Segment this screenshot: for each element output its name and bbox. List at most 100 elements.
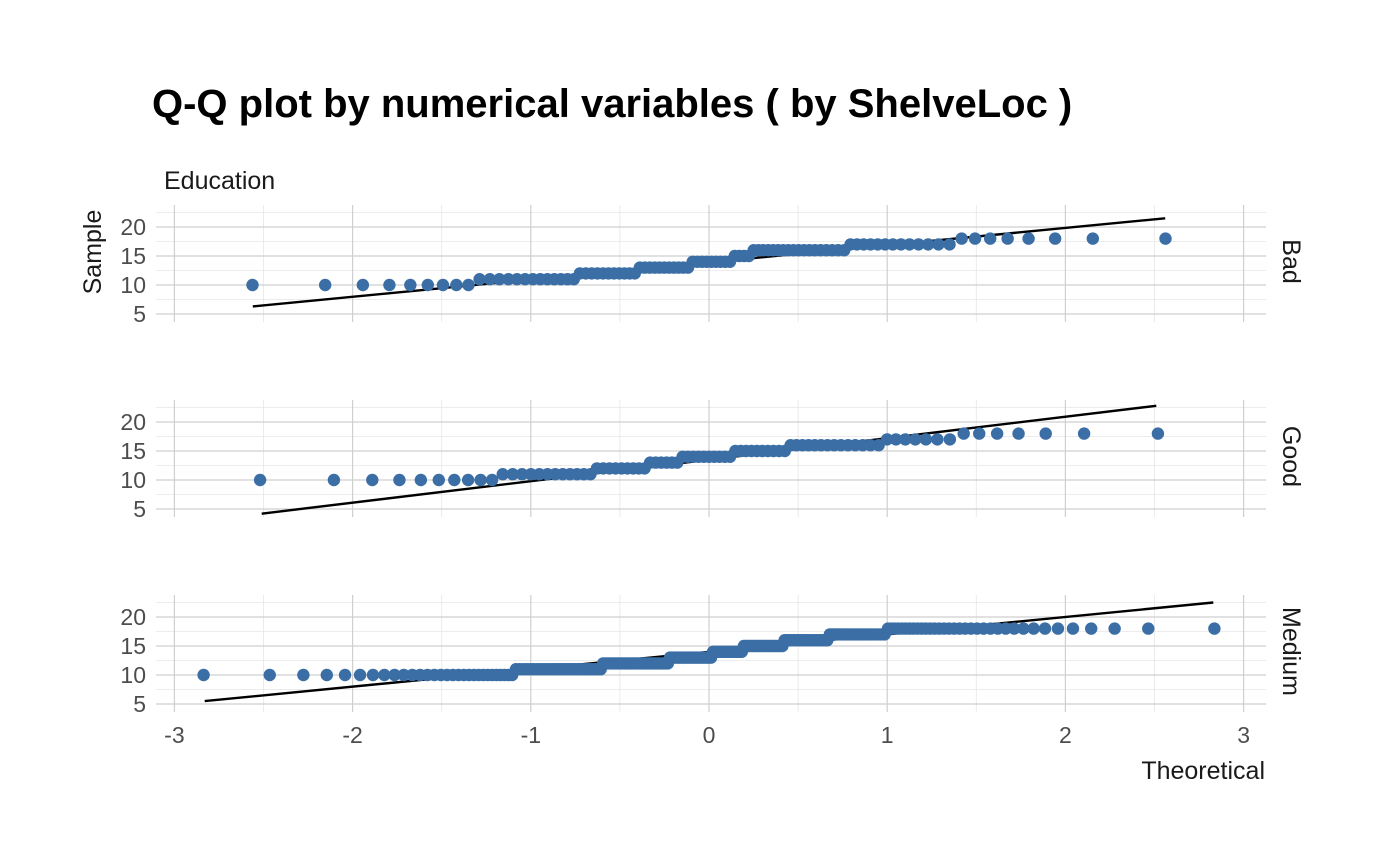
- qq-point: [1208, 622, 1221, 635]
- x-tick-label: -1: [521, 722, 541, 748]
- qq-point: [1077, 427, 1091, 440]
- x-tick-label: 0: [703, 722, 716, 748]
- facet-panel-bad: 5 10 15 20 Bad: [120, 205, 1305, 327]
- qq-point: [1001, 232, 1014, 245]
- qq-point: [246, 278, 259, 292]
- x-tick-label: 2: [1059, 722, 1072, 748]
- qq-point: [483, 273, 497, 286]
- qq-point: [493, 273, 506, 286]
- qq-point: [338, 668, 352, 682]
- qq-point: [436, 278, 450, 292]
- qq-point: [353, 668, 367, 682]
- qq-point: [943, 433, 957, 446]
- qq-point: [894, 238, 908, 251]
- qq-point: [327, 473, 341, 487]
- y-tick-label: 20: [120, 214, 146, 240]
- qq-point: [320, 668, 333, 682]
- qq-point: [880, 433, 894, 446]
- chart-subtitle: Education: [164, 167, 275, 195]
- x-axis-title: Theoretical: [1141, 757, 1265, 785]
- y-tick-label: 5: [133, 301, 146, 327]
- x-tick-label: 1: [881, 722, 894, 748]
- facet-panel-good: 5 10 15 20 Good: [120, 400, 1305, 522]
- qq-point: [461, 473, 475, 487]
- y-tick-label: 20: [120, 409, 146, 435]
- y-tick-label: 10: [120, 467, 146, 493]
- qq-point: [943, 238, 956, 251]
- qq-point: [921, 238, 935, 251]
- qq-point: [957, 427, 970, 440]
- qq-point: [932, 238, 945, 251]
- qq-point: [366, 473, 379, 487]
- qq-point: [1151, 427, 1165, 440]
- qq-point: [448, 473, 461, 487]
- qq-point: [318, 278, 332, 292]
- qq-point: [1027, 622, 1040, 635]
- qq-point: [397, 668, 410, 682]
- facet-strip-label: Medium: [1277, 607, 1305, 696]
- qq-point: [506, 468, 519, 481]
- qq-point: [1051, 622, 1065, 635]
- qq-point: [955, 232, 968, 245]
- qq-point: [378, 668, 391, 682]
- qq-point: [990, 427, 1004, 440]
- qq-point: [388, 668, 401, 682]
- qq-point: [931, 433, 944, 446]
- facet-strip-label: Bad: [1277, 239, 1305, 283]
- qq-point: [263, 668, 276, 682]
- qq-point: [968, 232, 982, 245]
- qq-point: [462, 278, 475, 292]
- qq-point: [297, 668, 310, 682]
- qq-point: [919, 433, 933, 446]
- y-tick-label: 10: [120, 272, 146, 298]
- qq-point: [912, 238, 925, 251]
- y-tick-label: 15: [120, 438, 146, 464]
- qq-point: [1048, 232, 1062, 245]
- qq-point: [1038, 622, 1052, 635]
- qq-point: [1017, 622, 1030, 635]
- y-tick-label: 20: [120, 604, 146, 630]
- y-tick-label: 15: [120, 633, 146, 659]
- qq-point: [899, 433, 912, 446]
- qq-point: [393, 473, 406, 487]
- qq-point: [496, 468, 509, 481]
- qq-point: [1086, 232, 1100, 245]
- qq-point: [1085, 622, 1098, 635]
- qq-point: [515, 468, 529, 481]
- qq-point: [999, 622, 1012, 635]
- qq-point: [973, 427, 986, 440]
- qq-point: [366, 668, 380, 682]
- qq-point: [404, 278, 417, 292]
- qq-point: [1022, 232, 1035, 245]
- qq-point: [356, 278, 370, 292]
- qq-point: [421, 278, 435, 292]
- y-tick-label: 10: [120, 662, 146, 688]
- x-tick-label: -2: [342, 722, 362, 748]
- qq-point: [903, 238, 916, 251]
- facet-strip-label: Good: [1277, 426, 1305, 487]
- y-axis-title: Sample: [79, 210, 107, 295]
- qq-point: [432, 473, 445, 487]
- facet-panel-medium: 5 10 15 20 Medium: [120, 595, 1305, 717]
- qq-point: [1159, 232, 1172, 245]
- qq-point: [450, 278, 463, 292]
- qq-point: [474, 473, 487, 487]
- qq-point: [1066, 622, 1080, 635]
- qq-point: [502, 273, 515, 286]
- qq-point: [253, 473, 267, 487]
- qq-point: [485, 473, 499, 487]
- chart-title: Q-Q plot by numerical variables ( by She…: [152, 82, 1072, 126]
- qq-point: [1142, 622, 1155, 635]
- qq-point: [414, 473, 428, 487]
- qq-point: [473, 273, 486, 286]
- qq-point: [983, 232, 997, 245]
- y-tick-label: 5: [133, 691, 146, 717]
- qq-point: [1108, 622, 1121, 635]
- qq-point: [909, 433, 922, 446]
- qq-point: [383, 278, 396, 292]
- x-tick-label: 3: [1237, 722, 1250, 748]
- qq-point: [889, 433, 903, 446]
- x-tick-label: -3: [164, 722, 184, 748]
